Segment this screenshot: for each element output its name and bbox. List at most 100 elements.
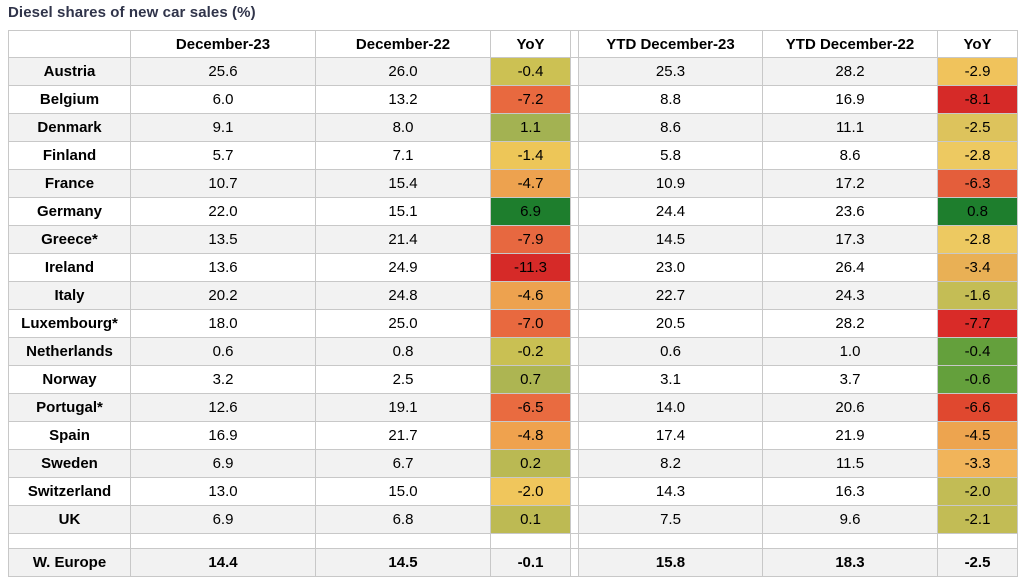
country-cell: Germany — [8, 197, 131, 226]
yoy-cell: -0.4 — [937, 337, 1018, 366]
header-ytd-december-22: YTD December-22 — [762, 30, 938, 58]
value-cell: 17.2 — [762, 169, 938, 198]
value-cell: 22.7 — [578, 281, 763, 310]
value-cell: 24.4 — [578, 197, 763, 226]
page-title: Diesel shares of new car sales (%) — [8, 4, 256, 21]
table-row-germany: Germany 22.0 15.1 6.9 24.4 23.6 0.8 — [8, 197, 1018, 226]
yoy-cell: -7.0 — [490, 309, 571, 338]
value-cell: 16.9 — [762, 85, 938, 114]
header-row: December-23 December-22 YoY YTD December… — [8, 30, 1018, 58]
spacer-cell — [570, 57, 579, 86]
country-cell: Norway — [8, 365, 131, 394]
value-cell: 24.8 — [315, 281, 491, 310]
spacer-cell — [570, 225, 579, 254]
yoy-cell: -1.6 — [937, 281, 1018, 310]
value-cell: 6.9 — [130, 505, 316, 534]
empty-cell — [130, 533, 316, 549]
value-cell: 25.0 — [315, 309, 491, 338]
yoy-cell: -6.3 — [937, 169, 1018, 198]
yoy-cell: 0.1 — [490, 505, 571, 534]
spacer-cell — [570, 449, 579, 478]
yoy-cell: -2.5 — [937, 113, 1018, 142]
yoy-cell: -4.7 — [490, 169, 571, 198]
value-cell: 3.1 — [578, 365, 763, 394]
header-ytd-december-23: YTD December-23 — [578, 30, 763, 58]
table-row-austria: Austria 25.6 26.0 -0.4 25.3 28.2 -2.9 — [8, 57, 1018, 86]
header-country — [8, 30, 131, 58]
yoy-cell: -0.2 — [490, 337, 571, 366]
value-cell: 17.3 — [762, 225, 938, 254]
table-row-finland: Finland 5.7 7.1 -1.4 5.8 8.6 -2.8 — [8, 141, 1018, 170]
spacer-cell — [570, 309, 579, 338]
table-row-belgium: Belgium 6.0 13.2 -7.2 8.8 16.9 -8.1 — [8, 85, 1018, 114]
spacer-cell — [570, 365, 579, 394]
value-cell: 13.2 — [315, 85, 491, 114]
table-row-switzerland: Switzerland 13.0 15.0 -2.0 14.3 16.3 -2.0 — [8, 477, 1018, 506]
value-cell: 24.3 — [762, 281, 938, 310]
value-cell: 26.0 — [315, 57, 491, 86]
country-cell: Belgium — [8, 85, 131, 114]
value-cell: 7.1 — [315, 141, 491, 170]
empty-cell — [8, 533, 131, 549]
value-cell: 23.6 — [762, 197, 938, 226]
empty-cell — [937, 533, 1018, 549]
yoy-cell: -7.7 — [937, 309, 1018, 338]
value-cell: 18.0 — [130, 309, 316, 338]
value-cell: 10.7 — [130, 169, 316, 198]
value-cell: 14.4 — [130, 548, 316, 577]
value-cell: 13.5 — [130, 225, 316, 254]
country-cell: Austria — [8, 57, 131, 86]
value-cell: 11.1 — [762, 113, 938, 142]
value-cell: 23.0 — [578, 253, 763, 282]
value-cell: 15.4 — [315, 169, 491, 198]
value-cell: 16.9 — [130, 421, 316, 450]
value-cell: 21.4 — [315, 225, 491, 254]
table-row-norway: Norway 3.2 2.5 0.7 3.1 3.7 -0.6 — [8, 365, 1018, 394]
yoy-cell: -3.4 — [937, 253, 1018, 282]
diesel-shares-table: December-23 December-22 YoY YTD December… — [8, 30, 1018, 577]
spacer-cell — [570, 505, 579, 534]
yoy-cell: -4.6 — [490, 281, 571, 310]
value-cell: 3.7 — [762, 365, 938, 394]
spacer-cell — [570, 393, 579, 422]
value-cell: 6.7 — [315, 449, 491, 478]
value-cell: 25.6 — [130, 57, 316, 86]
country-cell: W. Europe — [8, 548, 131, 577]
table-row-spain: Spain 16.9 21.7 -4.8 17.4 21.9 -4.5 — [8, 421, 1018, 450]
value-cell: 9.1 — [130, 113, 316, 142]
value-cell: 14.5 — [578, 225, 763, 254]
value-cell: 11.5 — [762, 449, 938, 478]
value-cell: 14.0 — [578, 393, 763, 422]
country-cell: Portugal* — [8, 393, 131, 422]
table-row-uk: UK 6.9 6.8 0.1 7.5 9.6 -2.1 — [8, 505, 1018, 534]
value-cell: 2.5 — [315, 365, 491, 394]
spacer-cell — [570, 337, 579, 366]
yoy-cell: -4.5 — [937, 421, 1018, 450]
table-row-luxembourg: Luxembourg* 18.0 25.0 -7.0 20.5 28.2 -7.7 — [8, 309, 1018, 338]
value-cell: 15.0 — [315, 477, 491, 506]
value-cell: 5.7 — [130, 141, 316, 170]
yoy-cell: -2.0 — [490, 477, 571, 506]
yoy-cell: -6.6 — [937, 393, 1018, 422]
value-cell: 6.0 — [130, 85, 316, 114]
value-cell: 13.0 — [130, 477, 316, 506]
yoy-cell: 0.8 — [937, 197, 1018, 226]
value-cell: 14.3 — [578, 477, 763, 506]
yoy-cell: -11.3 — [490, 253, 571, 282]
table-row-netherlands: Netherlands 0.6 0.8 -0.2 0.6 1.0 -0.4 — [8, 337, 1018, 366]
value-cell: 9.6 — [762, 505, 938, 534]
empty-cell — [578, 533, 763, 549]
value-cell: 0.6 — [578, 337, 763, 366]
value-cell: 21.7 — [315, 421, 491, 450]
yoy-cell: -0.4 — [490, 57, 571, 86]
spacer-cell — [570, 113, 579, 142]
value-cell: 15.8 — [578, 548, 763, 577]
value-cell: 6.8 — [315, 505, 491, 534]
spacer-cell — [570, 281, 579, 310]
value-cell: 8.8 — [578, 85, 763, 114]
table-row-portugal: Portugal* 12.6 19.1 -6.5 14.0 20.6 -6.6 — [8, 393, 1018, 422]
value-cell: 8.6 — [578, 113, 763, 142]
yoy-cell: -8.1 — [937, 85, 1018, 114]
yoy-cell: -1.4 — [490, 141, 571, 170]
